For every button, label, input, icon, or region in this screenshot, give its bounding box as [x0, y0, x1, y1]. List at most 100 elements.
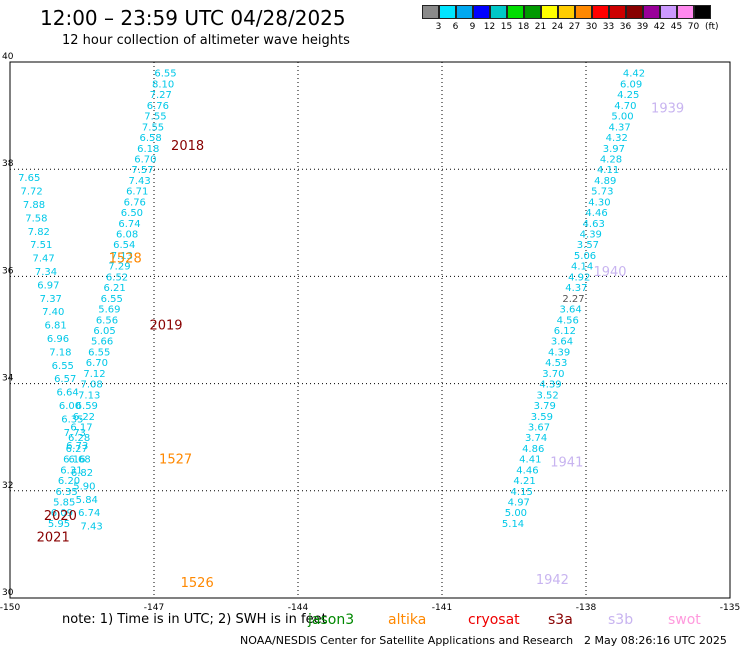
wave-height-point: 3.57	[577, 240, 599, 251]
credit-text: NOAA/NESDIS Center for Satellite Applica…	[240, 634, 574, 647]
pass-time-label: 1939	[651, 102, 684, 117]
timestamp-text: 2 May 08:26:16 UTC 2025	[584, 634, 727, 647]
wave-height-point: 6.27	[66, 444, 88, 455]
wave-height-point: 7.27	[150, 90, 172, 101]
wave-height-point: 4.37	[565, 283, 587, 294]
wave-height-point: 4.11	[597, 165, 619, 176]
colorbar-cell	[626, 5, 643, 19]
wave-height-point: 3.59	[531, 412, 553, 423]
pass-time-label: 2020	[44, 509, 77, 524]
colorbar-cell	[439, 5, 456, 19]
colorbar-label: 12	[483, 22, 496, 32]
wave-height-point: 6.18	[137, 144, 159, 155]
wave-height-point: 7.12	[83, 369, 105, 380]
wave-height-point: 4.32	[606, 133, 628, 144]
colorbar-label: 45	[670, 22, 683, 32]
colorbar-label: 27	[568, 22, 581, 32]
colorbar-label: 3	[435, 22, 442, 32]
pass-time-label: 1942	[536, 573, 569, 588]
wave-height-point: 6.20	[58, 476, 80, 487]
wave-height-point: 6.35	[56, 487, 78, 498]
pass-time-label: 1941	[550, 455, 583, 470]
colorbar-cell	[456, 5, 473, 19]
wave-height-point: 7.13	[78, 390, 100, 401]
wave-height-point: 4.21	[513, 476, 535, 487]
wave-height-point: 5.90	[73, 481, 95, 492]
wave-height-point: 5.00	[611, 112, 633, 123]
wave-height-point: 4.39	[539, 380, 561, 391]
wave-height-point: 4.37	[608, 122, 630, 133]
wave-height-point: 6.68	[68, 455, 90, 466]
wave-height-point: 6.05	[93, 326, 115, 337]
wave-height-point: 7.82	[28, 227, 50, 238]
colorbar-cell	[643, 5, 660, 19]
satellite-altika: altika	[388, 612, 427, 628]
colorbar-cell	[541, 5, 558, 19]
colorbar-cell	[677, 5, 694, 19]
wave-height-point: 6.28	[68, 433, 90, 444]
colorbar-cell	[575, 5, 592, 19]
satellite-cryosat: cryosat	[468, 612, 520, 628]
wave-height-point: 6.64	[56, 388, 78, 399]
wave-height-point: 6.31	[60, 465, 82, 476]
colorbar-cell	[592, 5, 609, 19]
y-tick-label: 36	[2, 266, 14, 276]
wave-height-point: 7.58	[25, 213, 47, 224]
wave-height-point: 6.55	[101, 294, 123, 305]
colorbar-cell	[473, 5, 490, 19]
wave-height-point: 7.72	[20, 187, 42, 198]
wave-height-point: 5.00	[505, 508, 527, 519]
wave-height-point: 7.34	[35, 267, 57, 278]
wave-height-point: 7.08	[80, 380, 102, 391]
colorbar-label: 30	[585, 22, 598, 32]
wave-height-point: 4.39	[548, 347, 570, 358]
wave-height-point: 6.96	[47, 334, 69, 345]
wave-height-point: 4.41	[519, 455, 541, 466]
wave-height-point: 4.25	[617, 90, 639, 101]
color-scale-legend: 3 6 9 12 15 18 21 24 27 30 33 36 39 42 45 70 (ft)	[422, 5, 740, 35]
pass-time-label: 2018	[171, 139, 204, 154]
y-tick-label: 38	[2, 159, 14, 169]
satellite-swot: swot	[668, 612, 701, 628]
wave-height-point: 6.82	[71, 468, 93, 479]
x-tick-label: -141	[432, 603, 452, 613]
colorbar-label: 33	[602, 22, 615, 32]
wave-height-point: 7.55	[144, 112, 166, 123]
wave-height-point: 3.64	[551, 337, 573, 348]
x-tick-label: -147	[144, 603, 164, 613]
wave-height-point: 3.79	[534, 401, 556, 412]
wave-height-point: 6.59	[76, 401, 98, 412]
wave-height-point: 7.88	[23, 200, 45, 211]
wave-height-point: 4.15	[511, 487, 533, 498]
wave-height-point: 3.70	[542, 369, 564, 380]
y-tick-label: 30	[2, 588, 14, 598]
wave-height-point: 7.73	[64, 428, 86, 439]
colorbar-label: 21	[534, 22, 547, 32]
y-tick-label: 32	[2, 481, 13, 491]
wave-height-point: 6.55	[154, 69, 176, 80]
wave-height-point: 5.73	[591, 187, 613, 198]
wave-height-point: 5.66	[91, 337, 113, 348]
colorbar-cell	[490, 5, 507, 19]
wave-height-point: 4.63	[583, 219, 605, 230]
wave-height-point: 6.55	[52, 361, 74, 372]
wave-height-point: 6.17	[70, 422, 92, 433]
wave-height-point: 4.53	[545, 358, 567, 369]
wave-height-point: 6.22	[73, 412, 95, 423]
wave-height-point: 4.14	[571, 262, 593, 273]
wave-height-point: 6.35	[61, 414, 83, 425]
wave-height-point: 6.71	[126, 187, 148, 198]
wave-height-point: 6.57	[54, 374, 76, 385]
wave-height-point: 4.97	[508, 498, 530, 509]
wave-height-point: 4.89	[594, 176, 616, 187]
wave-height-point: 7.43	[80, 522, 102, 533]
wave-height-point: 4.70	[614, 101, 636, 112]
colorbar-label: 39	[636, 22, 649, 32]
colorbar-unit: (ft)	[705, 22, 719, 32]
wave-height-point: 2.27	[562, 294, 584, 305]
wave-height-point: 5.95	[48, 519, 70, 530]
colorbar-cell	[422, 5, 439, 19]
x-tick-label: -138	[576, 603, 597, 613]
wave-height-point: 6.21	[104, 283, 126, 294]
pass-time-label: 2019	[149, 319, 182, 334]
